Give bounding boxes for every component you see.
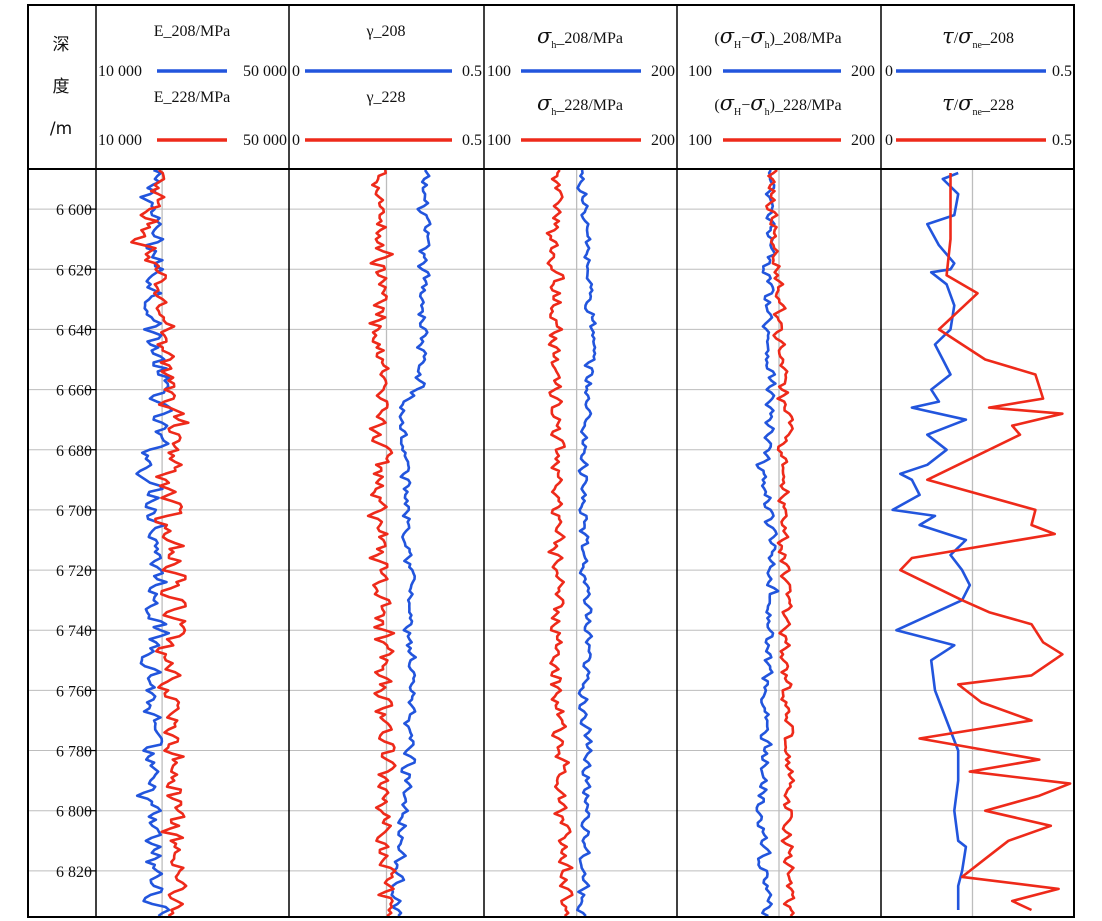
curves (130, 168, 1072, 918)
track3-title-208: σh_208/MPa (537, 24, 623, 51)
track1-min-208: 10 000 (98, 63, 142, 80)
depth-header: 深 度 /m (50, 35, 72, 139)
track3-min-208: 100 (487, 63, 511, 80)
track4-series-228 (765, 169, 796, 917)
depth-tick-label-6600: 6 600 (56, 202, 92, 219)
track4-min-228: 100 (688, 132, 712, 149)
track1-max-228: 50 000 (243, 132, 287, 149)
depth-header-line2: 度 (53, 77, 70, 97)
chart-frame (27, 4, 1075, 918)
track3-min-228: 100 (487, 132, 511, 149)
grid-lines (29, 170, 1073, 916)
track4-max-208: 200 (851, 63, 875, 80)
track1-title-228: E_228/MPa (154, 89, 230, 106)
track4-title-228: (σH−σh)_228/MPa (714, 91, 841, 118)
track2-series-208 (390, 169, 432, 917)
track5-series-228 (898, 173, 1072, 912)
track5-max-228: 0.5 (1052, 132, 1072, 149)
track1-series-208 (135, 168, 173, 918)
outer-border (27, 4, 1075, 918)
depth-tick-label-6700: 6 700 (56, 503, 92, 520)
track2-series-228 (366, 169, 397, 918)
track2-max-208: 0.5 (462, 63, 482, 80)
track2-max-228: 0.5 (462, 132, 482, 149)
track2-title-228: γ_228 (365, 89, 405, 106)
track4-title-208: (σH−σh)_208/MPa (714, 24, 841, 51)
depth-tick-label-6800: 6 800 (56, 804, 92, 821)
depth-tick-label-6720: 6 720 (56, 563, 92, 580)
track3-series-208 (576, 169, 597, 917)
track1-title-208: E_208/MPa (154, 23, 230, 40)
track5-min-208: 0 (885, 63, 893, 80)
track2-min-228: 0 (292, 132, 300, 149)
depth-tick-label-6740: 6 740 (56, 623, 92, 640)
track3-series-228 (545, 169, 574, 917)
track1-series-228 (130, 168, 190, 918)
track-header-tau-ratio: τ/σne_208 τ/σne_228 0 0.5 0 0.5 (885, 24, 1072, 149)
track1-min-228: 10 000 (98, 132, 142, 149)
track2-min-208: 0 (292, 63, 300, 80)
track-header-gamma: γ_208 γ_228 0 0.5 0 0.5 (292, 23, 482, 149)
depth-tick-label-6820: 6 820 (56, 864, 92, 881)
track3-title-228: σh_228/MPa (537, 91, 623, 118)
track-header-e: E_208/MPa E_228/MPa 10 000 50 000 10 000… (98, 23, 287, 149)
depth-axis: 6 600 6 620 6 640 6 660 6 680 6 700 6 720 6 740… (56, 202, 96, 881)
track5-min-228: 0 (885, 132, 893, 149)
depth-tick-label-6620: 6 620 (56, 262, 92, 279)
track1-max-208: 50 000 (243, 63, 287, 80)
depth-tick-label-6680: 6 680 (56, 443, 92, 460)
track3-max-228: 200 (651, 132, 675, 149)
depth-tick-label-6660: 6 660 (56, 383, 92, 400)
track4-max-228: 200 (851, 132, 875, 149)
track3-max-208: 200 (651, 63, 675, 80)
depth-tick-label-6780: 6 780 (56, 744, 92, 761)
track-header-stress-difference: (σH−σh)_208/MPa (σH−σh)_228/MPa 100 200 … (688, 24, 875, 149)
track4-series-208 (755, 169, 780, 918)
depth-header-line1: 深 (53, 35, 70, 55)
track4-min-208: 100 (688, 63, 712, 80)
track5-max-208: 0.5 (1052, 63, 1072, 80)
track2-title-208: γ_208 (365, 23, 405, 40)
depth-header-unit: /m (50, 119, 72, 139)
track-header-sigma-h: σh_208/MPa σh_228/MPa 100 200 100 200 (487, 24, 675, 149)
depth-tick-label-6760: 6 760 (56, 683, 92, 700)
track5-title-208: τ/σne_208 (942, 24, 1014, 51)
track5-series-208 (891, 171, 972, 910)
depth-tick-label-6640: 6 640 (56, 322, 92, 339)
track5-title-228: τ/σne_228 (942, 91, 1014, 118)
